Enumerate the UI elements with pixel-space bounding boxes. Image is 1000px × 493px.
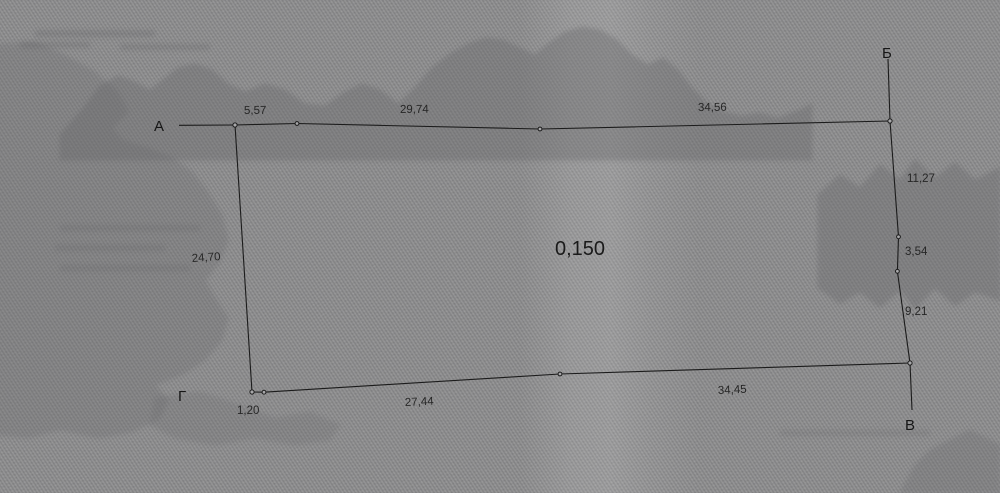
svg-text:34,56: 34,56 [698,102,727,114]
svg-text:27,44: 27,44 [405,396,435,409]
svg-text:3,54: 3,54 [905,246,928,258]
svg-text:Б: Б [882,45,892,62]
svg-text:Г: Г [178,388,186,405]
svg-text:29,74: 29,74 [400,104,430,116]
svg-text:В: В [905,417,915,434]
svg-text:9,21: 9,21 [905,306,927,318]
svg-text:5,57: 5,57 [244,105,267,117]
svg-text:24,70: 24,70 [191,251,221,265]
svg-text:11,27: 11,27 [907,173,935,185]
svg-text:A: A [154,118,164,135]
svg-text:34,45: 34,45 [718,384,747,397]
svg-text:0,150: 0,150 [555,238,605,260]
svg-text:1,20: 1,20 [237,405,259,417]
